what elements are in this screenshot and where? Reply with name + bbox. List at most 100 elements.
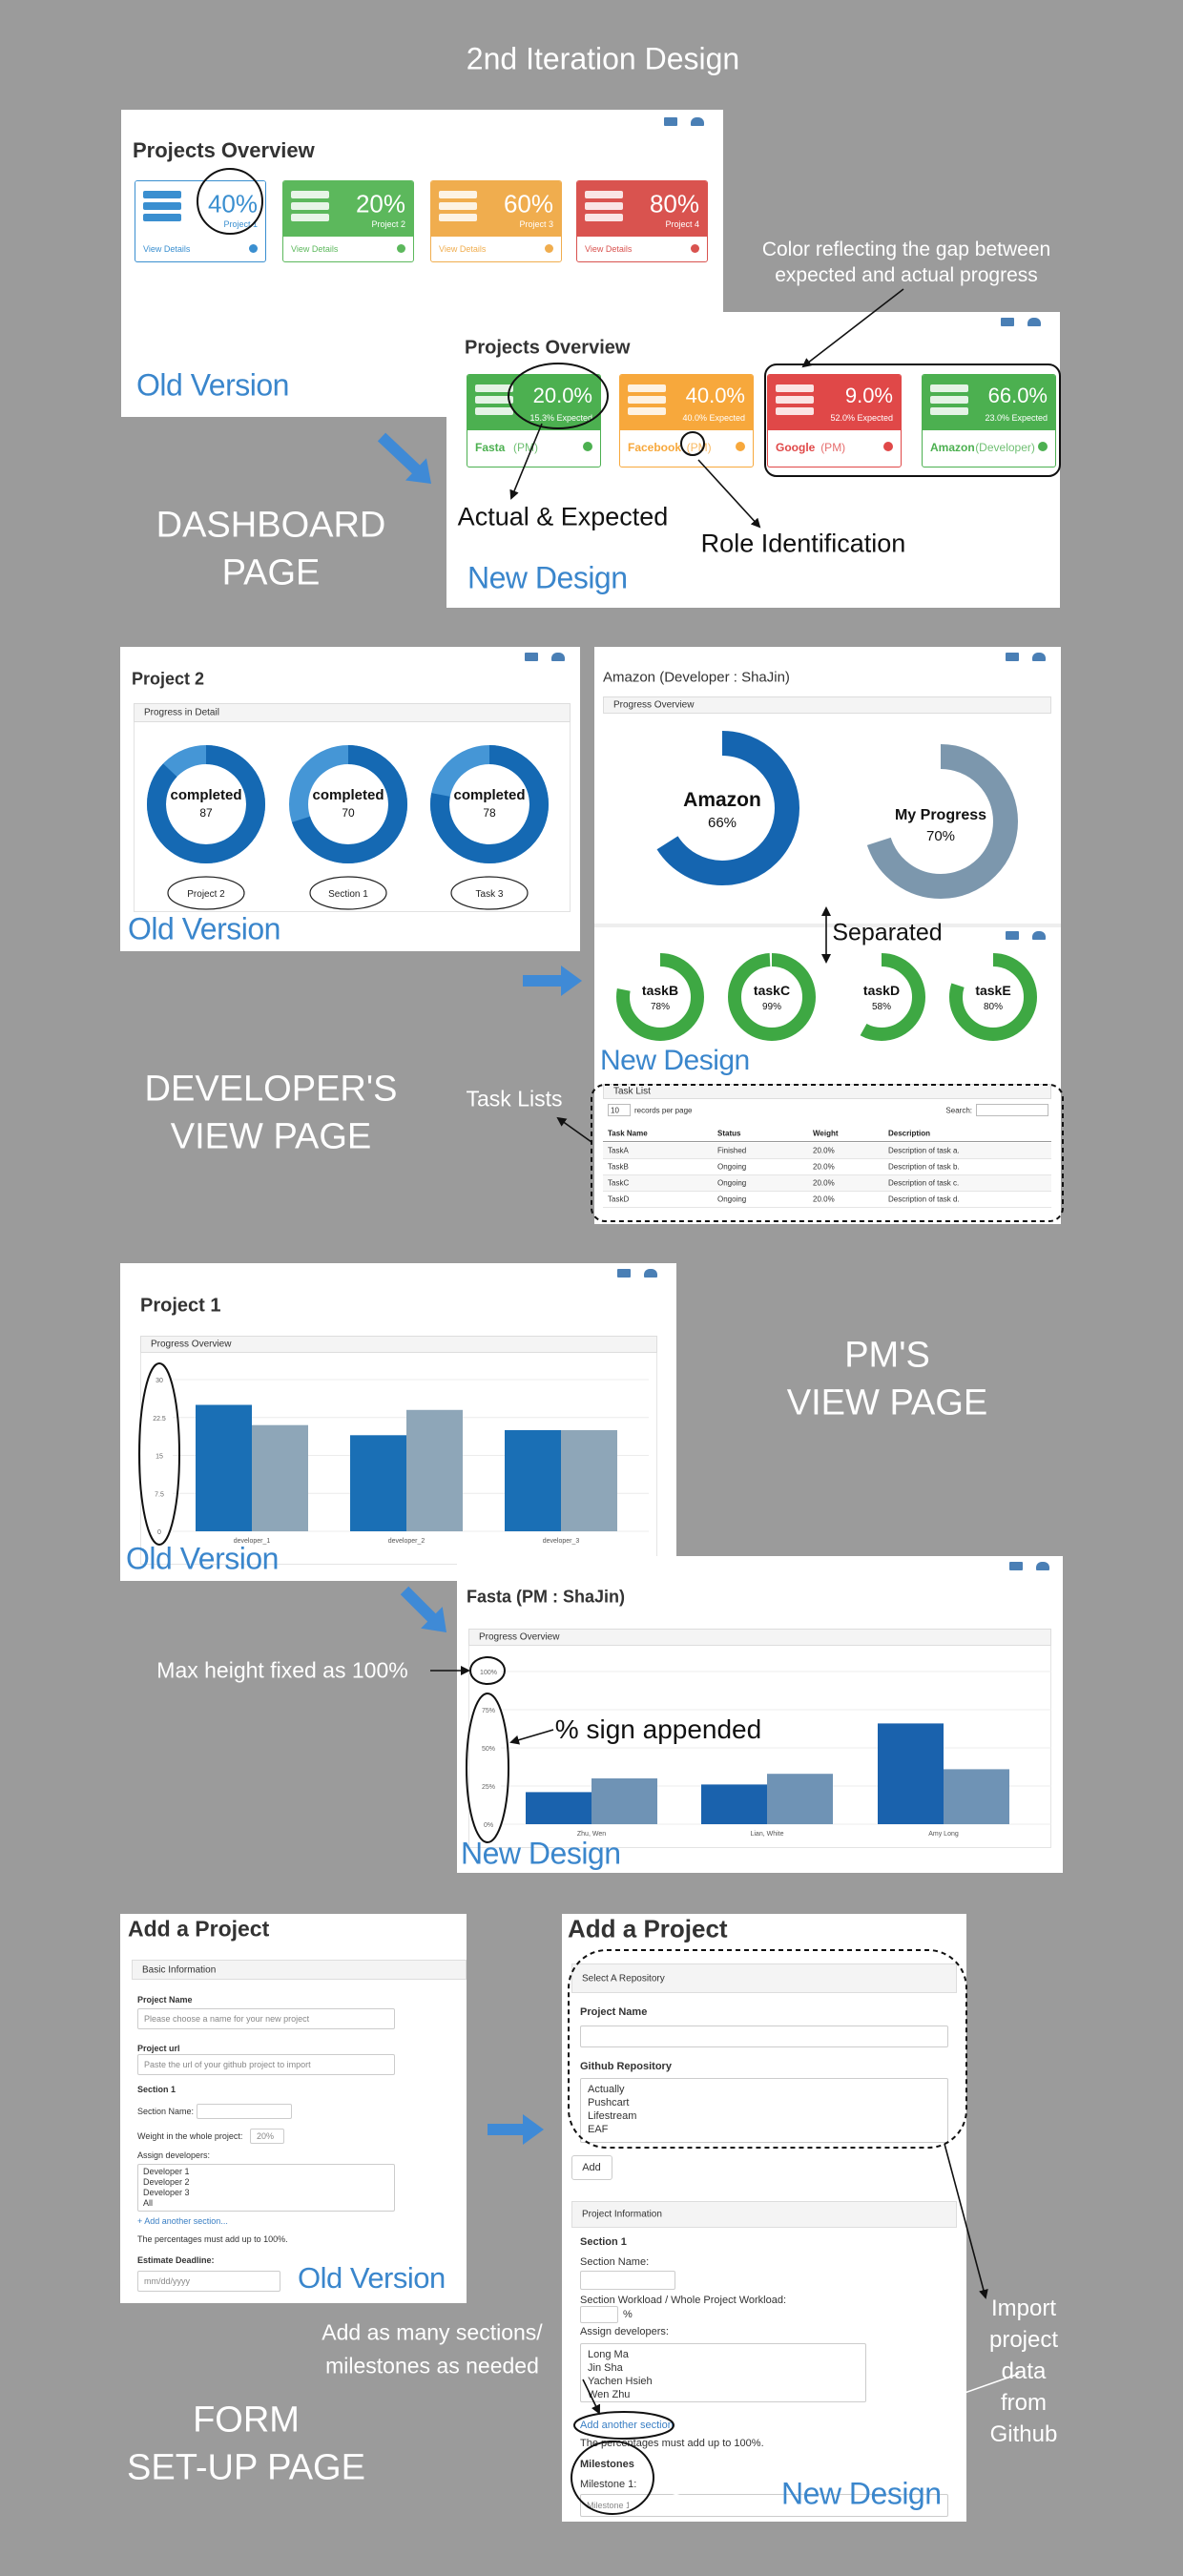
nav-icon [1027, 318, 1041, 326]
donut-name: Amazon [683, 789, 761, 811]
graphic: completed 87 Project 2 completed 70 Section 1… [147, 745, 549, 910]
input-text: mm/dd/yyyy [144, 2276, 191, 2286]
project-card: 80% Project 4 View Details [576, 180, 708, 262]
donut-value: 87 [199, 806, 213, 820]
add-button[interactable]: Add [571, 2155, 612, 2180]
table-cell: Ongoing [717, 1195, 747, 1204]
card-project: Project 3 [519, 219, 553, 229]
donut-arc [728, 953, 816, 1041]
card-top: 66.0% 23.0% Expected [923, 375, 1055, 430]
card-icon [439, 214, 477, 221]
panel-title: Progress Overview [479, 1631, 560, 1643]
card-link-icon [1038, 442, 1048, 451]
card-icon [439, 191, 477, 198]
donut-arc [645, 731, 799, 885]
text-input [580, 2271, 675, 2290]
card-icon [143, 202, 181, 210]
page-heading: Project 2 [132, 669, 205, 689]
list-item: Pushcart [588, 2097, 630, 2109]
panel-title: Select A Repository [582, 1973, 665, 1984]
donut-label: 70% [926, 828, 955, 844]
new-form-screenshot: Add a Project Select A Repository Project … [562, 1914, 966, 2522]
nav-icon [644, 1269, 657, 1278]
graphic: Amazon 66% My Progress 70% taskB 78% taskC 99% t… [616, 731, 1037, 1041]
card-icon [776, 396, 814, 404]
version-label: New Design [600, 1045, 750, 1076]
page-heading: Add a Project [568, 1914, 728, 1943]
annotation: project [988, 2327, 1059, 2353]
text-input [580, 2306, 618, 2323]
table-cell: Ongoing [717, 1162, 747, 1172]
card-percent: 80% [649, 189, 699, 218]
nav-icon [525, 653, 538, 661]
new-dashboard-screenshot: Projects Overview 20.0% 15.3% Expected Fast… [446, 312, 1060, 608]
field-label: Estimate Deadline: [137, 2255, 215, 2265]
input-text: Milestone 1 [587, 2501, 632, 2510]
column-header: Weight [813, 1129, 839, 1138]
x-tick-label: Amy Long [928, 1831, 959, 1838]
page-title: 2nd Iteration Design [466, 41, 740, 76]
date-input: mm/dd/yyyy [137, 2271, 280, 2292]
donut-label: 80% [984, 1002, 1003, 1012]
nav-icon [617, 1269, 631, 1278]
section-label: SET-UP PAGE [127, 2447, 365, 2488]
donut-name: My Progress [895, 807, 986, 823]
field-label: Section Name: [137, 2107, 195, 2116]
project-card: 9.0% 52.0% Expected Google (PM) [767, 374, 902, 467]
annotation: Import [990, 2296, 1057, 2321]
annotation: expected and actual progress [775, 264, 1038, 286]
header-rule [603, 1141, 1051, 1142]
card-top: 9.0% 52.0% Expected [768, 375, 901, 430]
version-label: Old Version [126, 1541, 279, 1576]
y-tick-label: 50% [482, 1746, 495, 1753]
bar [767, 1774, 833, 1824]
donut-name: taskC [754, 983, 790, 998]
length-value: 10 [611, 1106, 619, 1115]
search-label: Search: [945, 1106, 972, 1115]
card-top: 20% Project 2 [283, 181, 413, 237]
card-role: (PM) [820, 441, 846, 454]
new-developer-screenshot: Amazon (Developer : ShaJin) Progress Over… [594, 647, 1061, 1224]
bar [406, 1409, 463, 1531]
project-card: 40% Project 1 View Details [135, 180, 266, 262]
table-cell: Description of task d. [888, 1195, 960, 1204]
table-cell: 20.0% [813, 1178, 835, 1188]
donut-caption: Project 2 [187, 889, 225, 900]
panel-header: Select A Repository [571, 1963, 957, 1993]
bar [561, 1430, 617, 1531]
select-input: 20% [250, 2129, 284, 2144]
donut-label: 99% [762, 1002, 781, 1012]
panel-title: Task List [613, 1086, 651, 1097]
card-icon [143, 214, 181, 221]
donut-label: 58% [872, 1002, 891, 1012]
y-tick-label: 22.5 [153, 1416, 166, 1423]
card-actual: 66.0% [987, 384, 1048, 407]
card-expected: 23.0% Expected [985, 413, 1048, 423]
y-tick-label: 75% [482, 1708, 495, 1714]
donut-name: taskD [863, 983, 900, 998]
field-label: Milestone 1: [580, 2479, 637, 2490]
bar [944, 1769, 1009, 1824]
x-tick-label: developer_1 [234, 1538, 271, 1545]
card-icon [628, 396, 666, 404]
list-item: Actually [588, 2084, 625, 2095]
table-cell: Description of task c. [888, 1178, 960, 1188]
card-icon [475, 384, 513, 392]
donut-title: completed [453, 787, 525, 803]
new-pm-screenshot: Fasta (PM : ShaJin) Progress Overview 0% 25… [457, 1556, 1063, 1873]
card-link-icon [397, 244, 405, 253]
card-name: Google [776, 441, 816, 454]
card-icon [930, 384, 968, 392]
card-top: 60% Project 3 [431, 181, 561, 237]
nav-icon [551, 653, 565, 661]
y-tick-label: 30 [156, 1378, 163, 1384]
list-item: Yachen Hsieh [588, 2376, 653, 2387]
page-heading: Fasta (PM : ShaJin) [467, 1587, 626, 1607]
card-link-icon [691, 244, 699, 253]
table-cell: TaskC [608, 1178, 630, 1188]
nav-icon [1009, 1562, 1023, 1570]
list-item: Developer 3 [143, 2188, 190, 2197]
card-top: 80% Project 4 [577, 181, 707, 237]
list-item: Lifestream [588, 2110, 637, 2122]
donut-name: taskB [642, 983, 678, 998]
